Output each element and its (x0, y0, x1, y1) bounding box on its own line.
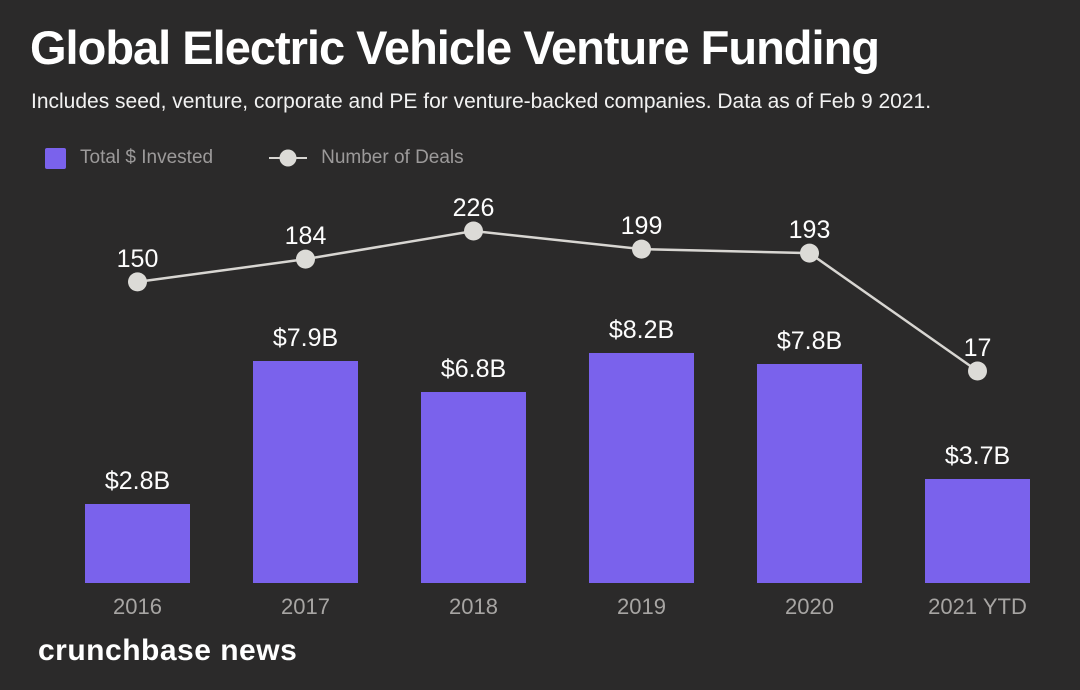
funding-bar-2018 (421, 391, 526, 583)
deals-point (632, 239, 651, 259)
deals-point (968, 361, 987, 381)
funding-value-label: $6.8B (440, 354, 507, 383)
x-axis-label: 2016 (113, 594, 162, 619)
deals-point (128, 272, 147, 292)
deals-point (464, 221, 483, 241)
deals-point (800, 243, 819, 263)
deals-point (296, 249, 315, 269)
funding-value-label: $3.7B (944, 442, 1011, 471)
funding-bar-2020 (757, 363, 862, 583)
invested-legend-label: Total $ Invested (80, 147, 214, 168)
funding-bar-2019 (589, 352, 694, 583)
page-subtitle: Includes seed, venture, corporate and PE… (31, 90, 932, 113)
x-axis-label: 2017 (281, 594, 330, 619)
x-axis-label: 2018 (449, 594, 498, 619)
deals-value-label: 226 (452, 194, 495, 222)
funding-value-label: $2.8B (104, 467, 171, 496)
deals-value-label: 199 (620, 212, 663, 241)
deals-value-label: 184 (284, 222, 327, 251)
funding-bar-2021-ytd (925, 479, 1030, 583)
funding-value-label: $7.8B (776, 326, 843, 355)
funding-bar-2017 (253, 361, 358, 583)
legend: Total $ Invested Number of Deals (45, 147, 464, 169)
deals-legend-label: Number of Deals (321, 147, 464, 168)
page-title: Global Electric Vehicle Venture Funding (30, 21, 880, 74)
invested-legend-swatch-icon (45, 147, 66, 169)
deals-value-label: 150 (116, 244, 159, 273)
deals-value-label: 17 (963, 334, 992, 362)
funding-value-label: $7.9B (272, 324, 339, 352)
brand-logo: crunchbase news (38, 634, 298, 667)
x-axis-label: 2019 (617, 594, 666, 619)
deals-legend-marker-icon (269, 148, 308, 169)
funding-value-label: $8.2B (608, 315, 675, 344)
deals-legend-dot (279, 149, 297, 167)
funding-bar-2016 (85, 504, 190, 583)
x-axis-label: 2021 YTD (928, 594, 1027, 619)
x-axis-label: 2020 (785, 594, 834, 619)
deals-value-label: 193 (788, 216, 831, 245)
